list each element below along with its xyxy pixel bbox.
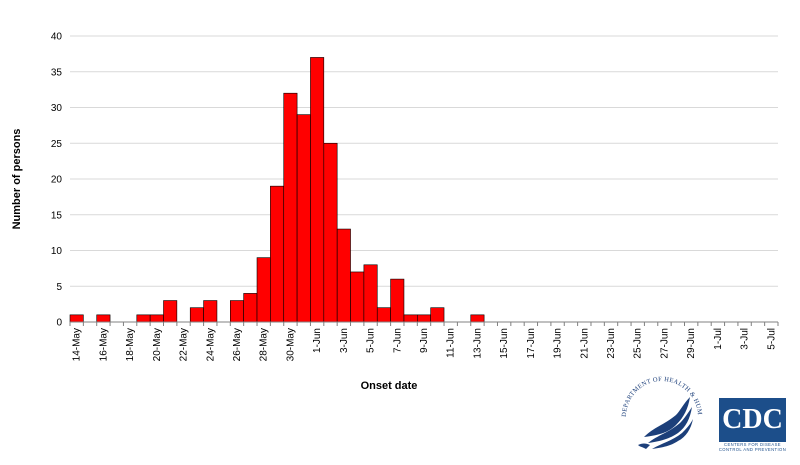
x-tick-label: 3-Jun [339,328,350,353]
bar [149,314,164,323]
bar [390,278,405,323]
x-tick-label: 22-May [179,328,190,361]
gridlines [70,35,778,287]
bar [376,307,391,323]
x-tick-label: 25-Jun [633,328,644,359]
x-tick-label: 9-Jun [419,328,430,353]
y-tick-label: 35 [51,67,63,78]
axes [69,321,779,326]
bar [270,185,285,323]
x-tick-label: 1-Jul [713,328,724,350]
bar [203,300,218,323]
x-tick-label: 26-May [232,328,243,361]
x-tick-label: 15-Jun [499,328,510,359]
y-tick-label: 30 [51,103,63,114]
y-tick-labels: 0 5 10 15 20 25 30 35 40 [51,32,63,329]
bar [230,300,244,323]
x-tick-label: 20-May [152,328,163,361]
bar [163,300,178,323]
x-tick-label: 27-Jun [659,328,670,359]
y-tick-label: 25 [51,139,63,150]
x-tick-label: 18-May [125,328,136,361]
bar [417,314,431,323]
x-tick-label: 5-Jul [766,328,777,350]
x-tick-label: 16-May [98,328,109,361]
x-tick-label: 19-Jun [553,328,564,359]
bar [189,307,204,323]
y-axis-title: Number of persons [11,129,23,230]
bar [243,293,258,323]
x-tick-label: 24-May [205,328,216,361]
x-tick-label: 11-Jun [446,328,457,358]
x-axis-title: Onset date [361,380,418,392]
x-tick-label: 13-Jun [472,328,483,359]
x-tick-label: 28-May [259,328,270,361]
y-tick-label: 5 [56,282,62,293]
bar [310,57,325,323]
x-tick-label: 14-May [72,328,83,361]
x-tick-label: 30-May [285,328,296,361]
x-tick-label: 1-Jun [312,328,323,353]
x-tick-label: 5-Jun [366,328,377,353]
y-tick-label: 10 [51,246,63,257]
x-tick-label: 7-Jun [392,328,403,353]
bar [69,314,84,323]
bar [296,114,311,323]
x-tick-label: 29-Jun [686,328,697,359]
x-tick-label: 3-Jul [740,328,751,350]
bar-series [69,57,485,323]
bar [323,142,338,323]
y-tick-label: 40 [51,32,63,43]
x-tick-labels: 14-May 16-May 18-May 20-May 22-May 24-May 26-M… [72,328,778,361]
y-tick-label: 20 [51,175,63,186]
x-tick-label: 21-Jun [579,328,590,359]
bar [136,314,151,323]
y-tick-label: 0 [56,318,62,329]
bar [350,271,365,323]
bar [430,307,445,323]
bar [283,92,298,323]
bar [470,314,485,323]
bar [403,314,418,323]
y-tick-label: 15 [51,210,63,221]
x-tick-label: 23-Jun [606,328,617,359]
x-tick-label: 17-Jun [526,328,537,359]
bar [96,314,111,323]
bar [256,257,271,323]
bar [336,228,351,323]
bar [363,264,378,323]
